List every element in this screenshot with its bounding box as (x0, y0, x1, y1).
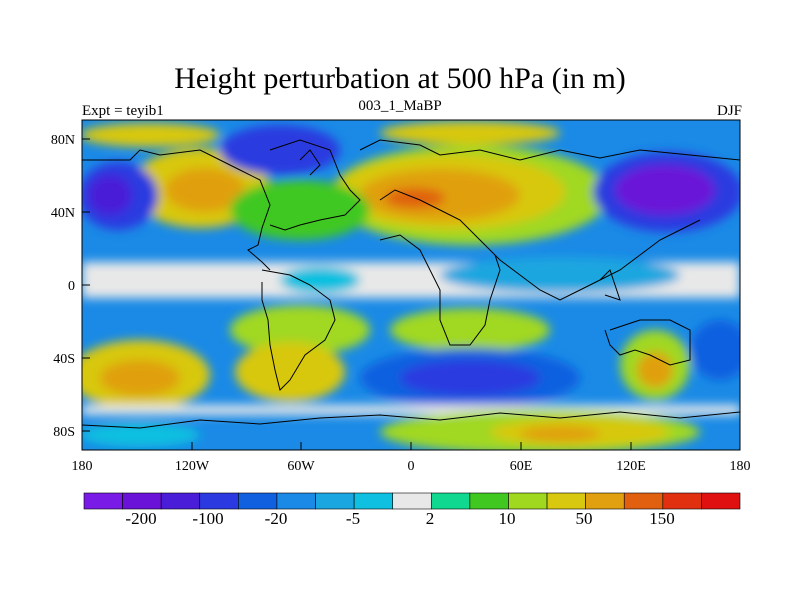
lon-label: 120E (616, 459, 646, 474)
colorbar-swatch (122, 492, 162, 510)
lat-label: 80N (51, 133, 75, 148)
lat-label: 0 (68, 279, 75, 294)
lon-label: 60W (287, 459, 315, 474)
lon-label: 120W (175, 459, 210, 474)
lon-label: 180 (72, 459, 93, 474)
lat-label: 40S (53, 352, 75, 367)
colorbar-label: 150 (649, 509, 675, 528)
colorbar-swatch (585, 492, 625, 510)
colorbar-label: 50 (576, 509, 593, 528)
colorbar-swatch (276, 492, 316, 510)
colorbar-swatch (238, 492, 278, 510)
colorbar-swatch (508, 492, 548, 510)
lat-label: 80S (53, 425, 75, 440)
height-field (82, 120, 740, 450)
colorbar-swatch (199, 492, 239, 510)
map-title: Height perturbation at 500 hPa (in m) (174, 62, 626, 95)
colorbar-swatch (83, 492, 123, 510)
colorbar (83, 492, 741, 510)
colorbar-swatch (353, 492, 394, 510)
colorbar-swatch (701, 492, 741, 510)
colorbar-label: -5 (346, 509, 360, 528)
season-label: DJF (716, 103, 742, 119)
run-label: 003_1_MaBP (358, 98, 442, 114)
colorbar-swatch (430, 492, 471, 510)
colorbar-swatch (662, 492, 702, 510)
colorbar-swatch (392, 492, 432, 510)
coastlines (82, 139, 740, 429)
colorbar-label: -100 (192, 509, 223, 528)
lat-label: 40N (51, 206, 75, 221)
colorbar-label: 10 (499, 509, 516, 528)
colorbar-swatch (546, 492, 586, 510)
colorbar-label: -200 (125, 509, 156, 528)
colorbar-label: 2 (426, 509, 435, 528)
colorbar-label: -20 (265, 509, 288, 528)
colorbar-swatch (315, 492, 355, 510)
colorbar-swatch (469, 492, 509, 510)
lon-label: 180 (730, 459, 751, 474)
lon-label: 60E (510, 459, 533, 474)
experiment-label: Expt = teyib1 (82, 103, 164, 119)
axis-ticks (81, 138, 741, 450)
colorbar-swatch (623, 492, 664, 510)
lon-label: 0 (408, 459, 415, 474)
colorbar-swatch (160, 492, 201, 510)
